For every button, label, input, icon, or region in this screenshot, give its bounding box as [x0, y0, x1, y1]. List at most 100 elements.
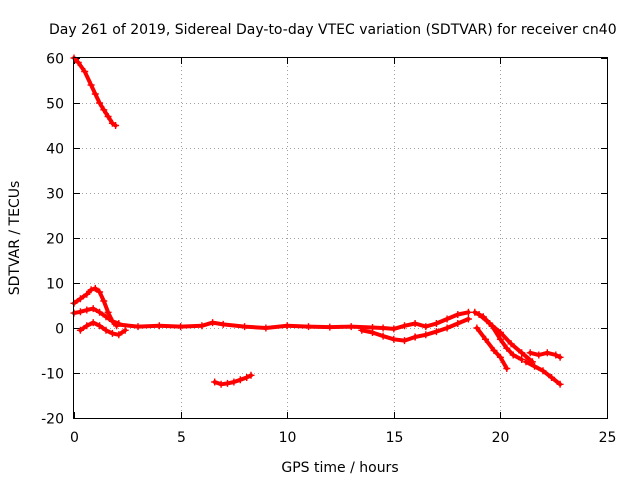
data-point: [283, 322, 291, 330]
data-point: [454, 311, 462, 318]
data-point: [87, 286, 95, 294]
data-point: [305, 323, 312, 331]
data-point: [422, 323, 430, 331]
data-point: [230, 378, 238, 386]
data-point: [411, 320, 419, 327]
data-point: [471, 308, 479, 316]
data-point: [108, 317, 116, 325]
data-point: [89, 319, 97, 327]
data-point: [518, 349, 526, 357]
data-point: [432, 328, 440, 336]
data-point: [464, 315, 472, 323]
data-point: [236, 376, 244, 384]
data-point: [87, 81, 95, 89]
data-point: [454, 320, 462, 327]
data-point: [548, 374, 556, 381]
data-point: [552, 351, 560, 359]
y-tick-label: -20: [41, 412, 64, 428]
data-point: [496, 329, 504, 336]
data-point: [496, 353, 504, 361]
y-tick-label: 50: [46, 97, 64, 113]
data-point: [539, 367, 547, 375]
data-point: [503, 365, 511, 372]
data-point: [83, 322, 91, 330]
data-point: [177, 323, 185, 331]
data-point: [96, 308, 104, 316]
data-point: [379, 324, 387, 332]
data-point: [518, 356, 526, 363]
series-late-tail-upper: [526, 349, 564, 361]
data-point: [503, 344, 511, 352]
data-point: [243, 374, 251, 381]
x-tick-label: 10: [279, 430, 297, 446]
x-tick-label: 20: [492, 430, 510, 446]
data-point: [422, 331, 430, 339]
data-point: [81, 68, 89, 75]
data-point: [535, 351, 543, 359]
x-tick-labels: 0 5 10 15 20 25: [70, 430, 616, 446]
data-point: [108, 329, 116, 337]
series-late-decline-a: [471, 308, 526, 363]
data-point: [83, 290, 91, 298]
data-point: [482, 335, 489, 343]
data-point: [76, 295, 84, 303]
data-point: [326, 323, 334, 331]
data-point: [112, 122, 120, 129]
data-point: [531, 362, 538, 370]
data-point: [83, 306, 91, 314]
series-late-decline-c: [475, 311, 536, 366]
data-point: [100, 297, 108, 305]
data-point: [369, 329, 376, 336]
data-point: [91, 90, 99, 98]
data-point: [475, 311, 483, 318]
chart-title: Day 261 of 2019, Sidereal Day-to-day VTE…: [49, 22, 617, 38]
data-point: [401, 337, 408, 345]
data-point: [443, 315, 451, 323]
x-tick-label: 5: [177, 430, 186, 446]
data-point: [76, 326, 84, 334]
data-point: [96, 322, 104, 330]
data-point: [96, 99, 104, 107]
y-tick-label: 0: [55, 322, 64, 338]
y-tick-label: 40: [46, 142, 64, 158]
series-line: [477, 312, 535, 364]
data-point: [379, 332, 387, 340]
data-point: [96, 288, 104, 296]
data-point: [526, 349, 534, 357]
y-tick-label: 30: [46, 187, 64, 203]
series-early-band-lower: [76, 319, 129, 339]
y-tick-label: 10: [46, 277, 64, 293]
grid-lines: [74, 58, 607, 418]
x-tick-label: 0: [70, 430, 79, 446]
data-point: [91, 284, 99, 292]
plot-frame: [73, 57, 608, 419]
data-point: [490, 347, 498, 354]
data-point: [443, 324, 451, 332]
data-point: [115, 331, 123, 339]
data-point: [347, 323, 355, 331]
series-main-band: [113, 308, 472, 333]
y-tick-labels: -20 -10 0 10 20 30 40 50 60: [41, 52, 64, 428]
series-small-segment: [211, 371, 255, 388]
data-series: [70, 54, 564, 388]
data-point: [486, 320, 494, 327]
series-line: [72, 286, 119, 328]
y-tick-label: 60: [46, 52, 64, 68]
data-point: [522, 358, 530, 366]
series-late-decline-b: [473, 324, 511, 372]
data-point: [556, 380, 564, 388]
series-rise-band: [411, 315, 472, 341]
data-point: [102, 313, 110, 321]
data-point: [76, 308, 84, 316]
data-point: [219, 320, 227, 328]
data-point: [247, 371, 255, 379]
data-point: [262, 324, 270, 332]
data-point: [401, 322, 408, 330]
data-point: [104, 308, 112, 316]
data-point: [241, 323, 249, 331]
data-point: [104, 113, 112, 120]
data-point: [556, 353, 564, 361]
